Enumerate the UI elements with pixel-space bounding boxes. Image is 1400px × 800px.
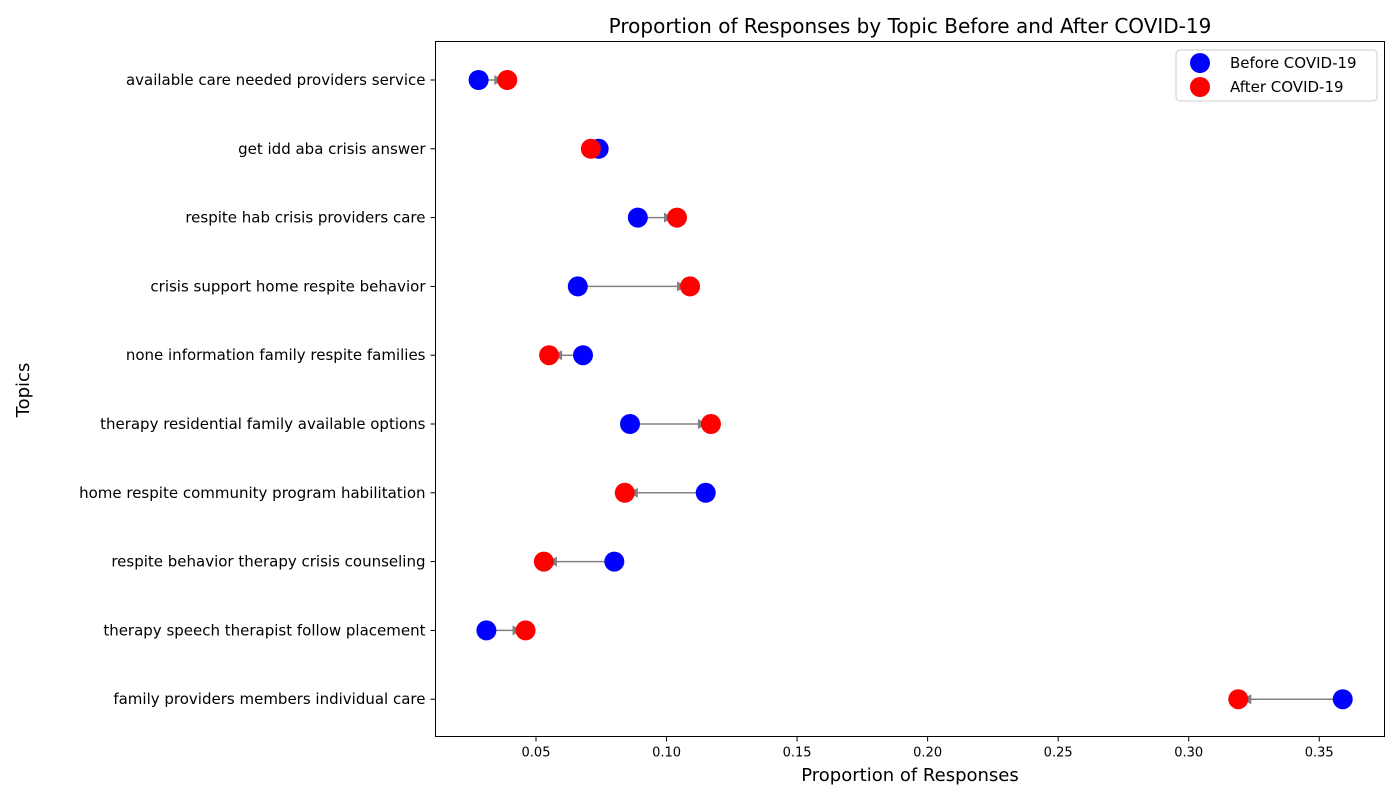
legend-label: After COVID-19 bbox=[1230, 78, 1344, 96]
point-after bbox=[614, 482, 635, 503]
x-tick-label: 0.35 bbox=[1305, 746, 1334, 761]
x-tick-label: 0.05 bbox=[522, 746, 551, 761]
point-before bbox=[476, 620, 497, 641]
point-before bbox=[619, 414, 640, 434]
y-axis-ticks: available care needed providers service g… bbox=[79, 71, 436, 708]
point-after bbox=[666, 207, 687, 228]
legend: Before COVID-19 After COVID-19 bbox=[1175, 49, 1378, 102]
point-before bbox=[695, 482, 716, 503]
connectors bbox=[478, 75, 1343, 705]
point-after bbox=[680, 276, 701, 297]
point-after bbox=[533, 551, 554, 572]
point-before bbox=[627, 207, 648, 228]
y-tick-label: respite hab crisis providers care bbox=[185, 209, 425, 227]
point-after bbox=[1228, 689, 1249, 710]
point-before bbox=[468, 70, 489, 90]
point-after bbox=[539, 345, 560, 366]
legend-marker bbox=[1190, 77, 1210, 97]
point-before bbox=[1332, 689, 1353, 710]
x-tick-label: 0.10 bbox=[652, 746, 681, 761]
y-tick-label: none information family respite families bbox=[126, 346, 426, 364]
plot-frame bbox=[435, 41, 1385, 737]
point-after bbox=[497, 70, 518, 90]
y-tick-label: therapy speech therapist follow placemen… bbox=[103, 621, 425, 639]
y-tick-label: home respite community program habilitat… bbox=[79, 484, 425, 502]
point-after bbox=[580, 138, 601, 159]
y-tick-label: available care needed providers service bbox=[126, 71, 426, 89]
y-tick-label: respite behavior therapy crisis counseli… bbox=[111, 553, 425, 571]
point-before bbox=[567, 276, 588, 297]
x-axis-label: Proportion of Responses bbox=[801, 765, 1019, 786]
y-tick-label: crisis support home respite behavior bbox=[150, 277, 426, 295]
point-before bbox=[573, 345, 594, 366]
chart-title: Proportion of Responses by Topic Before … bbox=[609, 14, 1212, 38]
x-tick-label: 0.30 bbox=[1174, 746, 1203, 761]
legend-label: Before COVID-19 bbox=[1230, 54, 1357, 72]
y-tick-label: therapy residential family available opt… bbox=[100, 415, 426, 433]
legend-box bbox=[1175, 49, 1378, 102]
x-axis-ticks: 0.05 0.10 0.15 0.20 0.25 0.30 0.35 bbox=[522, 736, 1334, 761]
x-tick-label: 0.15 bbox=[783, 746, 812, 761]
y-axis-label: Topics bbox=[13, 363, 34, 419]
point-after bbox=[515, 620, 536, 641]
x-tick-label: 0.25 bbox=[1044, 746, 1073, 761]
point-after bbox=[700, 414, 721, 434]
y-tick-label: get idd aba crisis answer bbox=[238, 140, 426, 158]
data-points bbox=[468, 70, 1353, 710]
legend-marker bbox=[1190, 53, 1210, 73]
x-tick-label: 0.20 bbox=[913, 746, 942, 761]
y-tick-label: family providers members individual care bbox=[113, 690, 425, 708]
point-before bbox=[604, 551, 625, 572]
